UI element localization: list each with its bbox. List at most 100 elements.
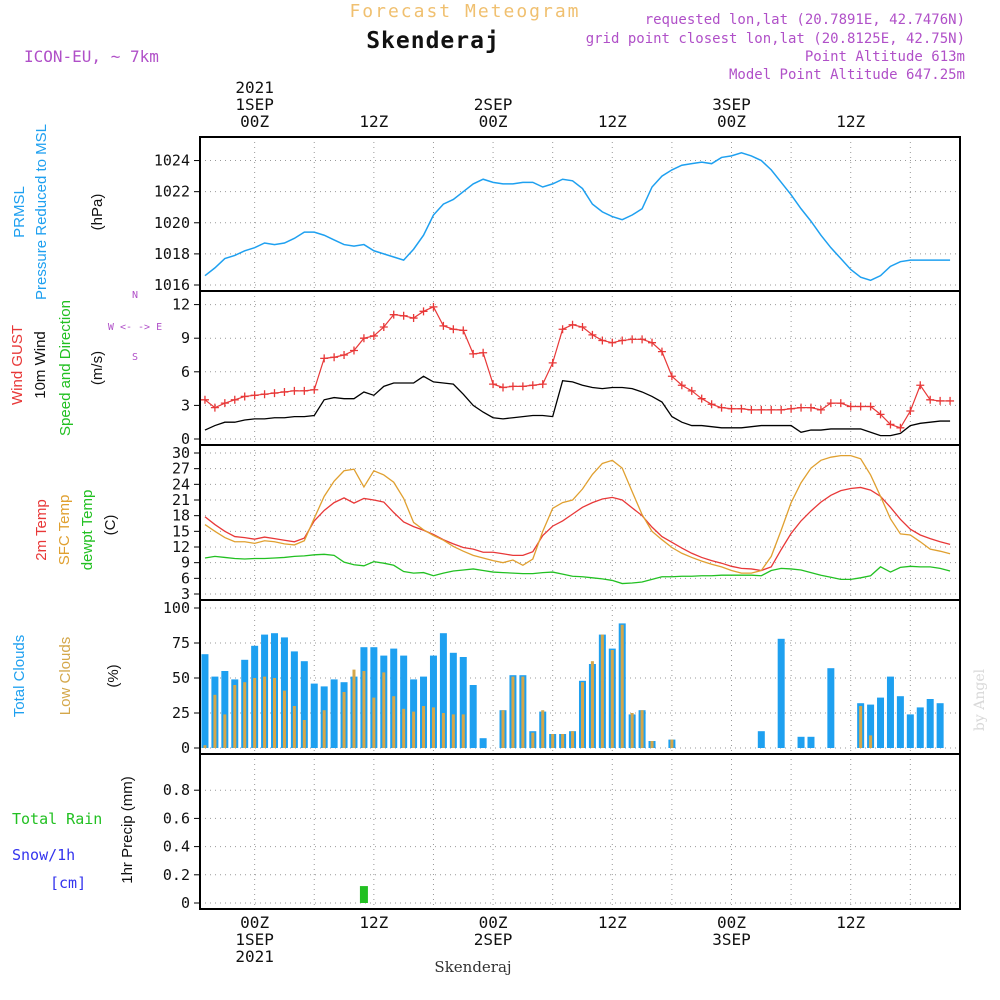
low-cloud-bar — [352, 669, 356, 748]
top-axis-label: 3SEP — [712, 95, 751, 114]
gust-point — [648, 338, 657, 347]
total-cloud-bar — [429, 655, 437, 748]
low-cloud-bar — [372, 697, 376, 748]
gust-point — [469, 349, 478, 358]
low-cloud-bar — [521, 676, 525, 748]
gust-point — [747, 405, 756, 414]
total-cloud-bar — [290, 651, 298, 748]
low-cloud-bar — [223, 714, 227, 748]
low-cloud-bar — [253, 678, 257, 748]
total-cloud-bar — [330, 679, 338, 748]
gust-point — [508, 382, 517, 391]
temperature-ytick-label: 9 — [181, 554, 190, 572]
temperature-ytick-label: 3 — [181, 585, 190, 603]
wind-10m-label: 10m Wind — [32, 331, 49, 399]
total-cloud-bar — [400, 655, 408, 748]
precip-panel-labels: Total Rain Snow/1h [cm] 1hr Precip (mm) — [12, 776, 136, 892]
bottom-axis-label: 00Z — [240, 913, 269, 932]
total-cloud-bar — [896, 696, 904, 748]
point-altitude: Point Altitude 613m — [805, 49, 965, 65]
gust-point — [310, 385, 319, 394]
gust-point — [300, 386, 309, 395]
total-cloud-bar — [827, 668, 835, 748]
top-axis-label: 12Z — [598, 112, 627, 131]
gust-point — [479, 348, 488, 357]
total-cloud-bar — [221, 671, 229, 748]
gust-point — [836, 399, 845, 408]
gust-point — [210, 403, 219, 412]
model-label: ICON-EU, ~ 7km — [24, 47, 159, 66]
gust-point — [687, 386, 696, 395]
low-cloud-bar — [302, 720, 306, 748]
gust-point — [757, 405, 766, 414]
total-cloud-bar — [439, 633, 447, 748]
low-cloud-bar — [590, 661, 594, 748]
pressure-ytick-label: 1022 — [154, 183, 190, 201]
pressure-unit: (hPa) — [89, 194, 106, 231]
low-cloud-bar — [620, 624, 624, 748]
total-cloud-bar — [926, 699, 934, 748]
footer-station-name: Skenderaj — [434, 958, 511, 976]
low-clouds-label: Low Clouds — [57, 637, 74, 715]
bottom-axis-label: 12Z — [598, 913, 627, 932]
precipitation-panel: 0 0.2 0.4 0.6 0.8 — [163, 753, 961, 912]
temperature-ytick-label: 21 — [172, 491, 190, 509]
bottom-axis-label: 3SEP — [712, 930, 751, 949]
model-point-altitude: Model Point Altitude 647.25m — [729, 67, 965, 83]
pressure-ytick-label: 1020 — [154, 214, 190, 232]
low-cloud-bar — [243, 682, 247, 748]
compass-n-icon: N — [132, 290, 138, 301]
total-cloud-bar — [916, 707, 924, 748]
temperature-ytick-label: 24 — [172, 475, 190, 493]
gust-point — [260, 390, 269, 399]
total-cloud-bar — [469, 685, 477, 748]
low-cloud-bar — [561, 734, 565, 748]
precipitation-ytick-label: 0.8 — [163, 781, 190, 799]
snow-cm-label: [cm] — [50, 874, 86, 892]
pressure-series-line — [204, 151, 951, 282]
wind-ytick-label: 6 — [181, 363, 190, 381]
gust-point — [816, 405, 825, 414]
gust-point — [419, 307, 428, 316]
low-cloud-bar — [580, 682, 584, 748]
gust-point — [727, 404, 736, 413]
pressure-reduced-label: Pressure Reduced to MSL — [33, 124, 50, 300]
gust-point — [558, 325, 567, 334]
total-cloud-bar — [797, 736, 805, 748]
low-cloud-bar — [571, 731, 575, 748]
total-cloud-bar — [867, 704, 875, 748]
temperature-ytick-label: 12 — [172, 538, 190, 556]
pressure-ytick-label: 1018 — [154, 245, 190, 263]
rain-bar — [359, 886, 368, 903]
gust-point — [379, 323, 388, 331]
gust-point — [449, 325, 458, 334]
low-cloud-bar — [402, 708, 406, 748]
temperature-ytick-label: 30 — [172, 444, 190, 462]
total-cloud-bar — [936, 703, 944, 748]
gust-point — [806, 403, 815, 412]
total-cloud-bar — [877, 697, 885, 748]
gust-point — [290, 386, 299, 395]
total-clouds-label: Total Clouds — [11, 635, 28, 718]
gust-point — [628, 335, 637, 344]
compass-s-icon: S — [132, 352, 138, 363]
gust-point — [598, 336, 607, 345]
bottom-axis-label: 12Z — [359, 913, 388, 932]
top-axis-label: 2021 — [235, 78, 274, 97]
gust-point — [429, 302, 438, 311]
gust-point — [389, 310, 398, 319]
gust-point — [230, 395, 239, 404]
gust-point — [340, 351, 349, 359]
bottom-axis-label: 1SEP — [235, 930, 274, 949]
gust-point — [528, 381, 537, 390]
low-cloud-bar — [233, 685, 237, 748]
gust-point — [946, 396, 955, 405]
gust-point — [409, 314, 418, 323]
gust-point — [369, 331, 378, 340]
pressure-panel: 1016 1018 1020 1022 1024 — [154, 136, 961, 294]
gust-point — [250, 391, 259, 400]
temperature-ytick-label: 27 — [172, 460, 190, 478]
gust-point — [667, 372, 676, 381]
precipitation-ytick-label: 0.4 — [163, 838, 190, 856]
